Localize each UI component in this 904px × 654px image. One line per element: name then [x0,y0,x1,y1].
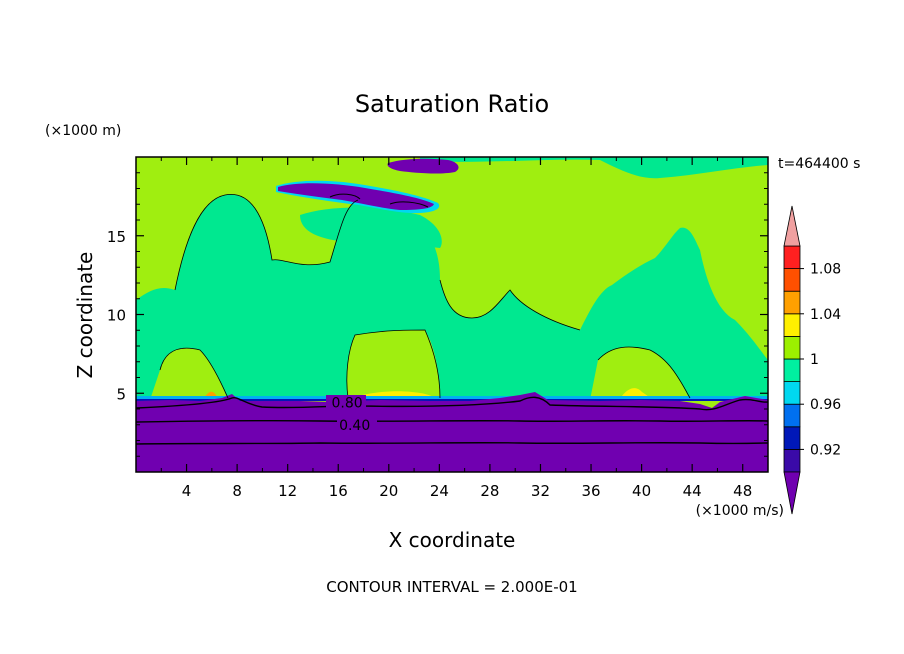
saturated-region [136,194,768,400]
cloud-base-edge [136,399,768,401]
cirrus-layer [387,158,459,174]
chart-title: Saturation Ratio [355,90,549,118]
contour-interval-label: CONTOUR INTERVAL = 2.000E-01 [326,578,577,596]
colorbar-swatch [783,313,801,337]
contour-line [439,279,581,331]
colorbar-tick-label: 1.08 [810,262,841,278]
colorbar-swatch [783,245,801,270]
contour-line [136,419,768,423]
contour-line [597,346,691,399]
colorbar-tick-label: 0.96 [810,397,841,413]
contour-line [329,193,429,208]
y-axis: 5 10 15 [107,172,768,457]
colorbar-swatch [783,403,801,428]
colorbar: 0.92 0.96 1 1.04 1.08 [783,205,841,515]
colorbar-over-triangle [783,205,801,247]
x-tick-label: 32 [531,482,550,500]
x-tick-label: 40 [632,482,651,500]
x-tick-label: 44 [683,482,702,500]
y-unit-label: (×1000 m) [45,123,121,139]
contour-line [174,193,359,291]
colorbar-swatch [783,358,801,383]
colorbar-under-triangle [783,471,801,515]
colorbar-swatch [783,290,801,315]
colorbar-tick-label: 0.92 [810,442,841,458]
x-axis: 4 8 12 16 20 24 28 32 36 40 44 48 [160,157,752,500]
contour-line [159,347,229,399]
y-axis-label: Z coordinate [73,252,97,379]
x-tick-label: 24 [430,482,449,500]
supersaturated-bump [622,388,650,398]
x-tick-label: 36 [581,482,600,500]
colorbar-swatch [783,335,801,360]
x-tick-label: 12 [278,482,297,500]
x-unit-label: (×1000 m/s) [696,503,784,519]
cloud-base-edge [136,396,768,399]
x-tick-label: 8 [232,482,242,500]
y-tick-label: 10 [107,307,126,325]
y-tick-label: 5 [116,385,126,403]
colorbar-swatch [783,268,801,292]
colorbar-swatch [783,448,801,473]
colorbar-tick-label: 1.04 [810,307,841,323]
x-axis-label: X coordinate [389,528,516,552]
contour-label-bg [337,415,377,429]
contour-label-bg [326,395,366,409]
subsaturated-region [136,392,768,472]
contour-label: 0.80 [332,396,363,412]
contour-line [136,442,768,445]
x-tick-label: 4 [182,482,192,500]
x-tick-label: 28 [480,482,499,500]
plot-area [136,157,768,472]
contour-line [346,329,441,399]
contour-label: 0.40 [339,418,370,434]
x-tick-label: 16 [329,482,348,500]
contour-line [136,396,768,411]
x-tick-label: 20 [379,482,398,500]
time-label: t=464400 s [778,156,860,172]
colorbar-swatch [783,426,801,450]
saturated-region [300,207,442,248]
x-tick-label: 48 [733,482,752,500]
colorbar-tick-label: 1 [810,352,819,368]
saturated-region [420,157,768,179]
y-tick-label: 15 [107,228,126,246]
colorbar-swatch [783,381,801,405]
